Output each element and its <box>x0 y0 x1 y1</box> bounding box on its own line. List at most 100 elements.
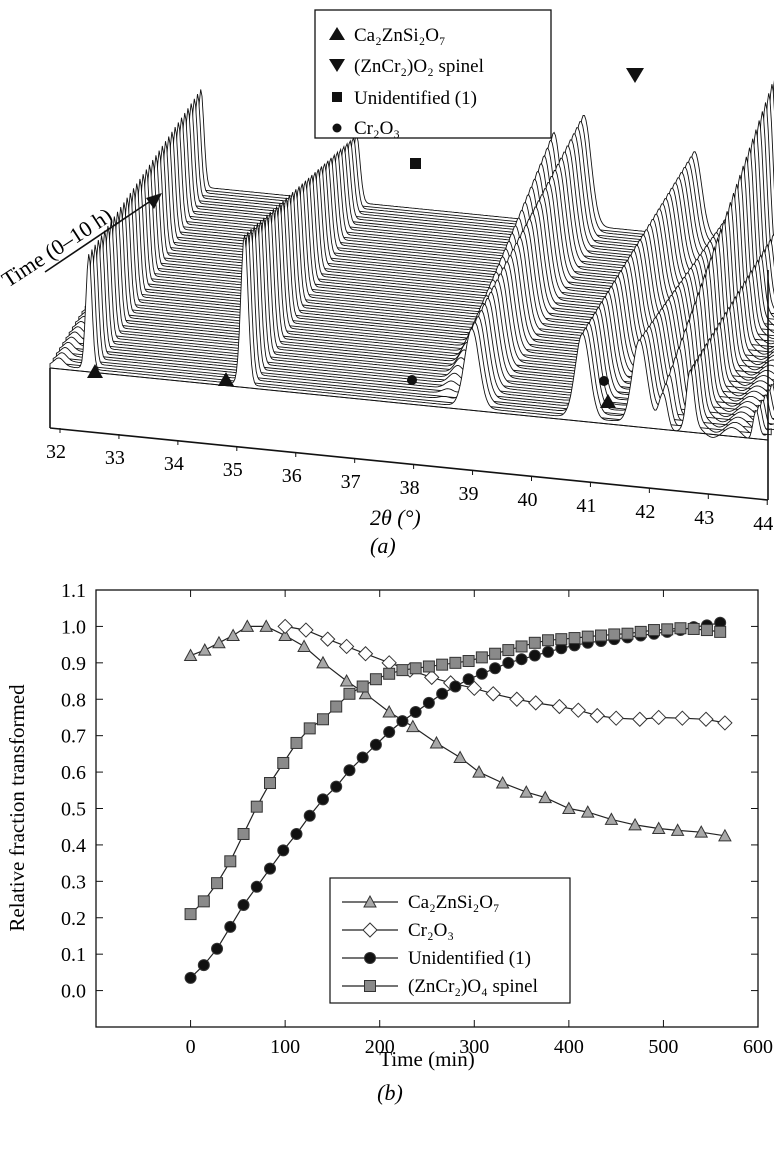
data-point <box>224 920 237 933</box>
data-point <box>396 664 409 677</box>
data-point <box>290 736 303 749</box>
data-point <box>250 800 263 813</box>
y-tick-label: 0.3 <box>61 871 86 893</box>
data-point <box>502 656 515 669</box>
data-point <box>495 775 510 789</box>
panel-a-legend: Ca₂ZnSi₂O₇ (ZnCr₂)O₂ spinel Unidentified… <box>314 9 552 139</box>
data-point <box>608 628 621 641</box>
legend-label: Cr₂O₃ <box>408 920 454 941</box>
panel-a-x-tick-label: 41 <box>576 495 596 517</box>
data-point <box>409 662 422 675</box>
data-point <box>485 686 501 702</box>
data-point <box>264 777 277 790</box>
panel-a-x-tick-label: 36 <box>282 465 302 487</box>
data-point <box>528 636 541 649</box>
data-point <box>382 704 397 718</box>
panel-a-x-tick-label: 44 <box>753 513 773 535</box>
data-point <box>369 673 382 686</box>
y-tick-label: 0.0 <box>61 981 86 1003</box>
data-point <box>436 658 449 671</box>
down-triangle-marker-icon <box>626 68 644 83</box>
data-point <box>250 880 263 893</box>
data-point <box>628 817 642 831</box>
y-axis-label: Relative fraction transformed <box>5 684 29 932</box>
square-marker-icon <box>410 158 421 169</box>
legend-triangle-icon <box>329 27 345 40</box>
data-point <box>226 628 240 642</box>
diamond-icon <box>362 922 378 938</box>
panel-a-x-tick-label: 33 <box>105 447 125 469</box>
legend-label: Cr₂O₃ <box>354 118 400 139</box>
data-point <box>670 823 685 836</box>
data-point <box>570 702 587 718</box>
series-line <box>284 625 726 724</box>
data-point <box>462 673 475 686</box>
panel-a-x-tick-label: 38 <box>400 477 420 499</box>
legend-down-triangle-icon <box>329 59 345 72</box>
data-point <box>396 715 409 728</box>
data-point <box>356 680 369 693</box>
data-point <box>197 959 210 972</box>
data-point <box>509 691 525 707</box>
data-point <box>650 709 667 726</box>
y-tick-label: 0.7 <box>61 726 86 748</box>
x-tick-label: 200 <box>365 1036 395 1058</box>
peak-markers <box>87 68 644 408</box>
data-point <box>647 624 660 637</box>
x-tick-label: 600 <box>743 1036 773 1058</box>
data-point <box>316 713 329 726</box>
data-point <box>542 634 555 647</box>
base-plane <box>49 270 769 501</box>
panel-a-x-ticks: 32 33 34 35 36 37 38 39 40 41 42 43 44 <box>46 428 773 535</box>
data-point <box>651 821 666 835</box>
data-point <box>409 705 422 718</box>
data-point <box>632 711 648 727</box>
series-3 <box>184 622 727 921</box>
data-point <box>264 862 277 875</box>
data-point <box>290 827 303 840</box>
data-point <box>303 809 316 822</box>
data-point <box>580 805 595 818</box>
series-0 <box>183 619 732 842</box>
data-point <box>528 649 541 662</box>
triangle-icon <box>363 894 377 908</box>
panel-a-x-tick-label: 37 <box>341 471 361 493</box>
legend-label: (ZnCr₂)O₄ spinel <box>408 976 538 997</box>
y-tick-label: 1.1 <box>61 580 86 602</box>
data-point <box>381 655 397 671</box>
data-point <box>449 680 462 693</box>
data-point <box>316 655 330 669</box>
x-axis-label: Time (min) <box>379 1047 474 1071</box>
data-point <box>489 662 502 675</box>
panel-a-caption: (a) <box>370 533 396 558</box>
data-point <box>405 719 420 733</box>
data-point <box>369 738 382 751</box>
data-point <box>343 687 356 700</box>
data-point <box>422 660 435 673</box>
legend-circle-icon <box>332 123 342 133</box>
y-tick-label: 0.8 <box>61 689 86 711</box>
trace-0 <box>49 234 769 441</box>
y-tick-label: 1.0 <box>61 616 86 638</box>
data-point <box>466 680 482 697</box>
data-point <box>674 710 691 726</box>
triangle-marker-icon <box>600 394 616 408</box>
legend-label: Unidentified (1) <box>408 948 531 969</box>
y-tick-label: 0.1 <box>61 944 86 966</box>
data-point <box>343 764 356 777</box>
data-point <box>224 855 237 868</box>
data-point <box>237 827 250 840</box>
triangle-marker-icon <box>87 364 103 378</box>
data-point <box>277 756 290 769</box>
data-point <box>608 710 624 726</box>
data-point <box>240 619 255 632</box>
circle-marker-icon <box>407 375 417 385</box>
legend-label: Ca₂ZnSi₂O₇ <box>354 25 446 46</box>
data-point <box>462 655 475 668</box>
data-point <box>330 700 343 713</box>
x-tick-label: 0 <box>186 1036 196 1058</box>
data-point <box>717 715 733 731</box>
data-point <box>237 899 250 912</box>
data-point <box>519 785 534 798</box>
data-point <box>197 895 210 908</box>
